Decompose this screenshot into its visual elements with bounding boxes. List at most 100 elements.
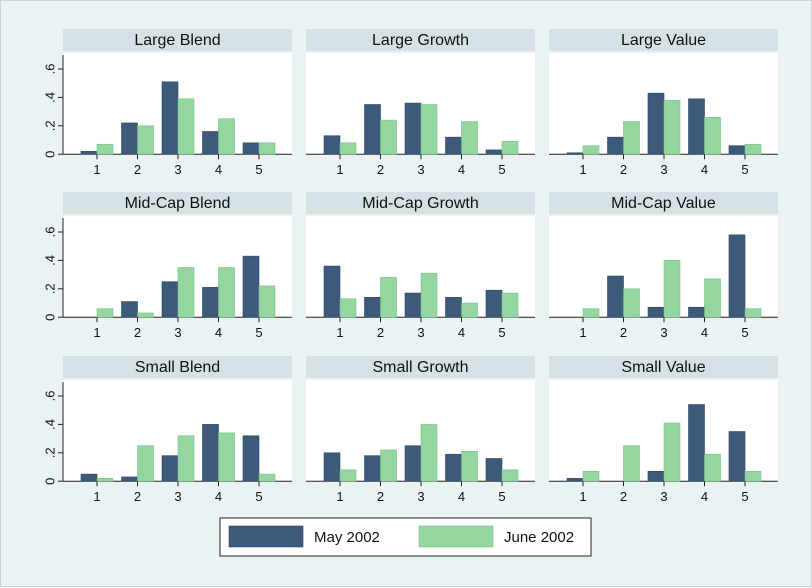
bar-may-2002 — [364, 104, 381, 155]
bar-june-2002 — [704, 453, 721, 482]
x-tick-label: 3 — [417, 325, 424, 340]
y-tick-label: .6 — [42, 391, 57, 402]
x-tick-label: 4 — [701, 325, 708, 340]
bar-may-2002 — [728, 234, 746, 318]
bar-june-2002 — [420, 272, 438, 318]
y-tick-label: 0 — [42, 314, 57, 321]
x-tick-label: 3 — [660, 489, 667, 504]
bar-june-2002 — [501, 141, 519, 155]
bar-june-2002 — [623, 445, 640, 482]
y-tick-label: .2 — [42, 447, 57, 458]
x-tick-label: 5 — [255, 325, 262, 340]
bar-june-2002 — [744, 308, 762, 318]
panel-title-strip — [549, 356, 778, 378]
panel-mid-cap-value: Mid-Cap Value 1 2 3 4 5 — [549, 192, 778, 340]
bar-may-2002 — [485, 458, 503, 482]
bar-may-2002 — [566, 152, 584, 155]
panel-title: Mid-Cap Growth — [362, 195, 478, 212]
x-tick-label: 4 — [215, 489, 222, 504]
y-tick-label: 0 — [42, 151, 57, 158]
bar-may-2002 — [688, 404, 705, 482]
x-tick-label: 5 — [498, 325, 505, 340]
x-tick-label: 2 — [620, 489, 627, 504]
bar-may-2002 — [80, 151, 98, 155]
bar-june-2002 — [339, 298, 357, 318]
panel-title: Large Value — [621, 32, 706, 49]
bar-june-2002 — [258, 142, 276, 155]
bar-may-2002 — [323, 265, 341, 318]
x-tick-label: 2 — [134, 162, 141, 177]
x-tick-label: 1 — [579, 325, 586, 340]
bar-may-2002 — [607, 136, 624, 155]
bar-june-2002 — [623, 288, 640, 318]
bar-may-2002 — [202, 287, 219, 318]
x-tick-label: 3 — [660, 162, 667, 177]
panel-small-blend: Small Blend 0 .2 .4 .6 1 2 3 4 5 — [42, 356, 292, 504]
panel-title: Mid-Cap Blend — [125, 195, 231, 212]
x-tick-label: 1 — [579, 162, 586, 177]
bar-may-2002 — [647, 306, 665, 318]
bar-may-2002 — [404, 102, 422, 155]
y-tick-label: .6 — [42, 227, 57, 238]
x-tick-label: 4 — [215, 162, 222, 177]
panel-title-strip — [549, 192, 778, 214]
bar-june-2002 — [177, 267, 195, 318]
bar-june-2002 — [663, 422, 681, 482]
x-tick-label: 4 — [458, 489, 465, 504]
x-tick-label: 2 — [377, 325, 384, 340]
bar-june-2002 — [704, 278, 721, 318]
x-tick-label: 2 — [134, 489, 141, 504]
panel-small-growth: Small Growth 1 2 3 4 5 — [306, 356, 535, 504]
bar-may-2002 — [161, 81, 179, 155]
x-tick-label: 5 — [255, 162, 262, 177]
x-tick-label: 2 — [620, 325, 627, 340]
bar-june-2002 — [218, 118, 235, 155]
panel-title-strip — [306, 29, 535, 51]
x-tick-label: 1 — [93, 325, 100, 340]
x-tick-label: 5 — [741, 325, 748, 340]
bar-may-2002 — [647, 92, 665, 155]
panel-large-blend: Large Blend 0 .2 .4 .6 1 2 3 4 5 — [42, 29, 292, 177]
bar-may-2002 — [80, 473, 98, 482]
x-tick-label: 4 — [215, 325, 222, 340]
x-tick-label: 5 — [741, 489, 748, 504]
bar-may-2002 — [202, 424, 219, 482]
panel-large-value: Large Value 1 2 3 4 5 — [549, 29, 778, 177]
bar-may-2002 — [323, 452, 341, 482]
bar-may-2002 — [121, 476, 138, 482]
x-tick-label: 4 — [458, 162, 465, 177]
x-tick-label: 1 — [93, 489, 100, 504]
bar-june-2002 — [96, 143, 114, 155]
bar-may-2002 — [445, 136, 462, 155]
bar-may-2002 — [364, 297, 381, 318]
x-tick-label: 3 — [174, 162, 181, 177]
bar-june-2002 — [582, 145, 600, 155]
x-tick-label: 1 — [93, 162, 100, 177]
bar-june-2002 — [339, 469, 357, 482]
x-tick-label: 3 — [660, 325, 667, 340]
panel-title: Mid-Cap Value — [611, 195, 716, 212]
y-tick-label: 0 — [42, 478, 57, 485]
y-tick-label: .6 — [42, 64, 57, 75]
panel-title-strip — [63, 356, 292, 378]
panel-title-strip — [63, 29, 292, 51]
x-tick-label: 2 — [134, 325, 141, 340]
bar-may-2002 — [323, 135, 341, 155]
panel-mid-cap-blend: Mid-Cap Blend 0 .2 .4 .6 1 2 3 4 5 — [42, 192, 292, 340]
bar-june-2002 — [744, 143, 762, 155]
bar-june-2002 — [582, 470, 600, 482]
x-tick-label: 5 — [255, 489, 262, 504]
x-tick-label: 2 — [377, 162, 384, 177]
panel-small-value: Small Value 1 2 3 4 5 — [549, 356, 778, 504]
y-tick-label: .4 — [42, 255, 57, 266]
bar-june-2002 — [420, 104, 438, 155]
x-tick-label: 5 — [498, 162, 505, 177]
panel-title-strip — [306, 192, 535, 214]
y-tick-label: .4 — [42, 419, 57, 430]
bar-may-2002 — [121, 301, 138, 318]
bar-may-2002 — [364, 455, 381, 482]
legend-swatch-june-2002 — [418, 525, 494, 548]
x-tick-label: 3 — [417, 162, 424, 177]
